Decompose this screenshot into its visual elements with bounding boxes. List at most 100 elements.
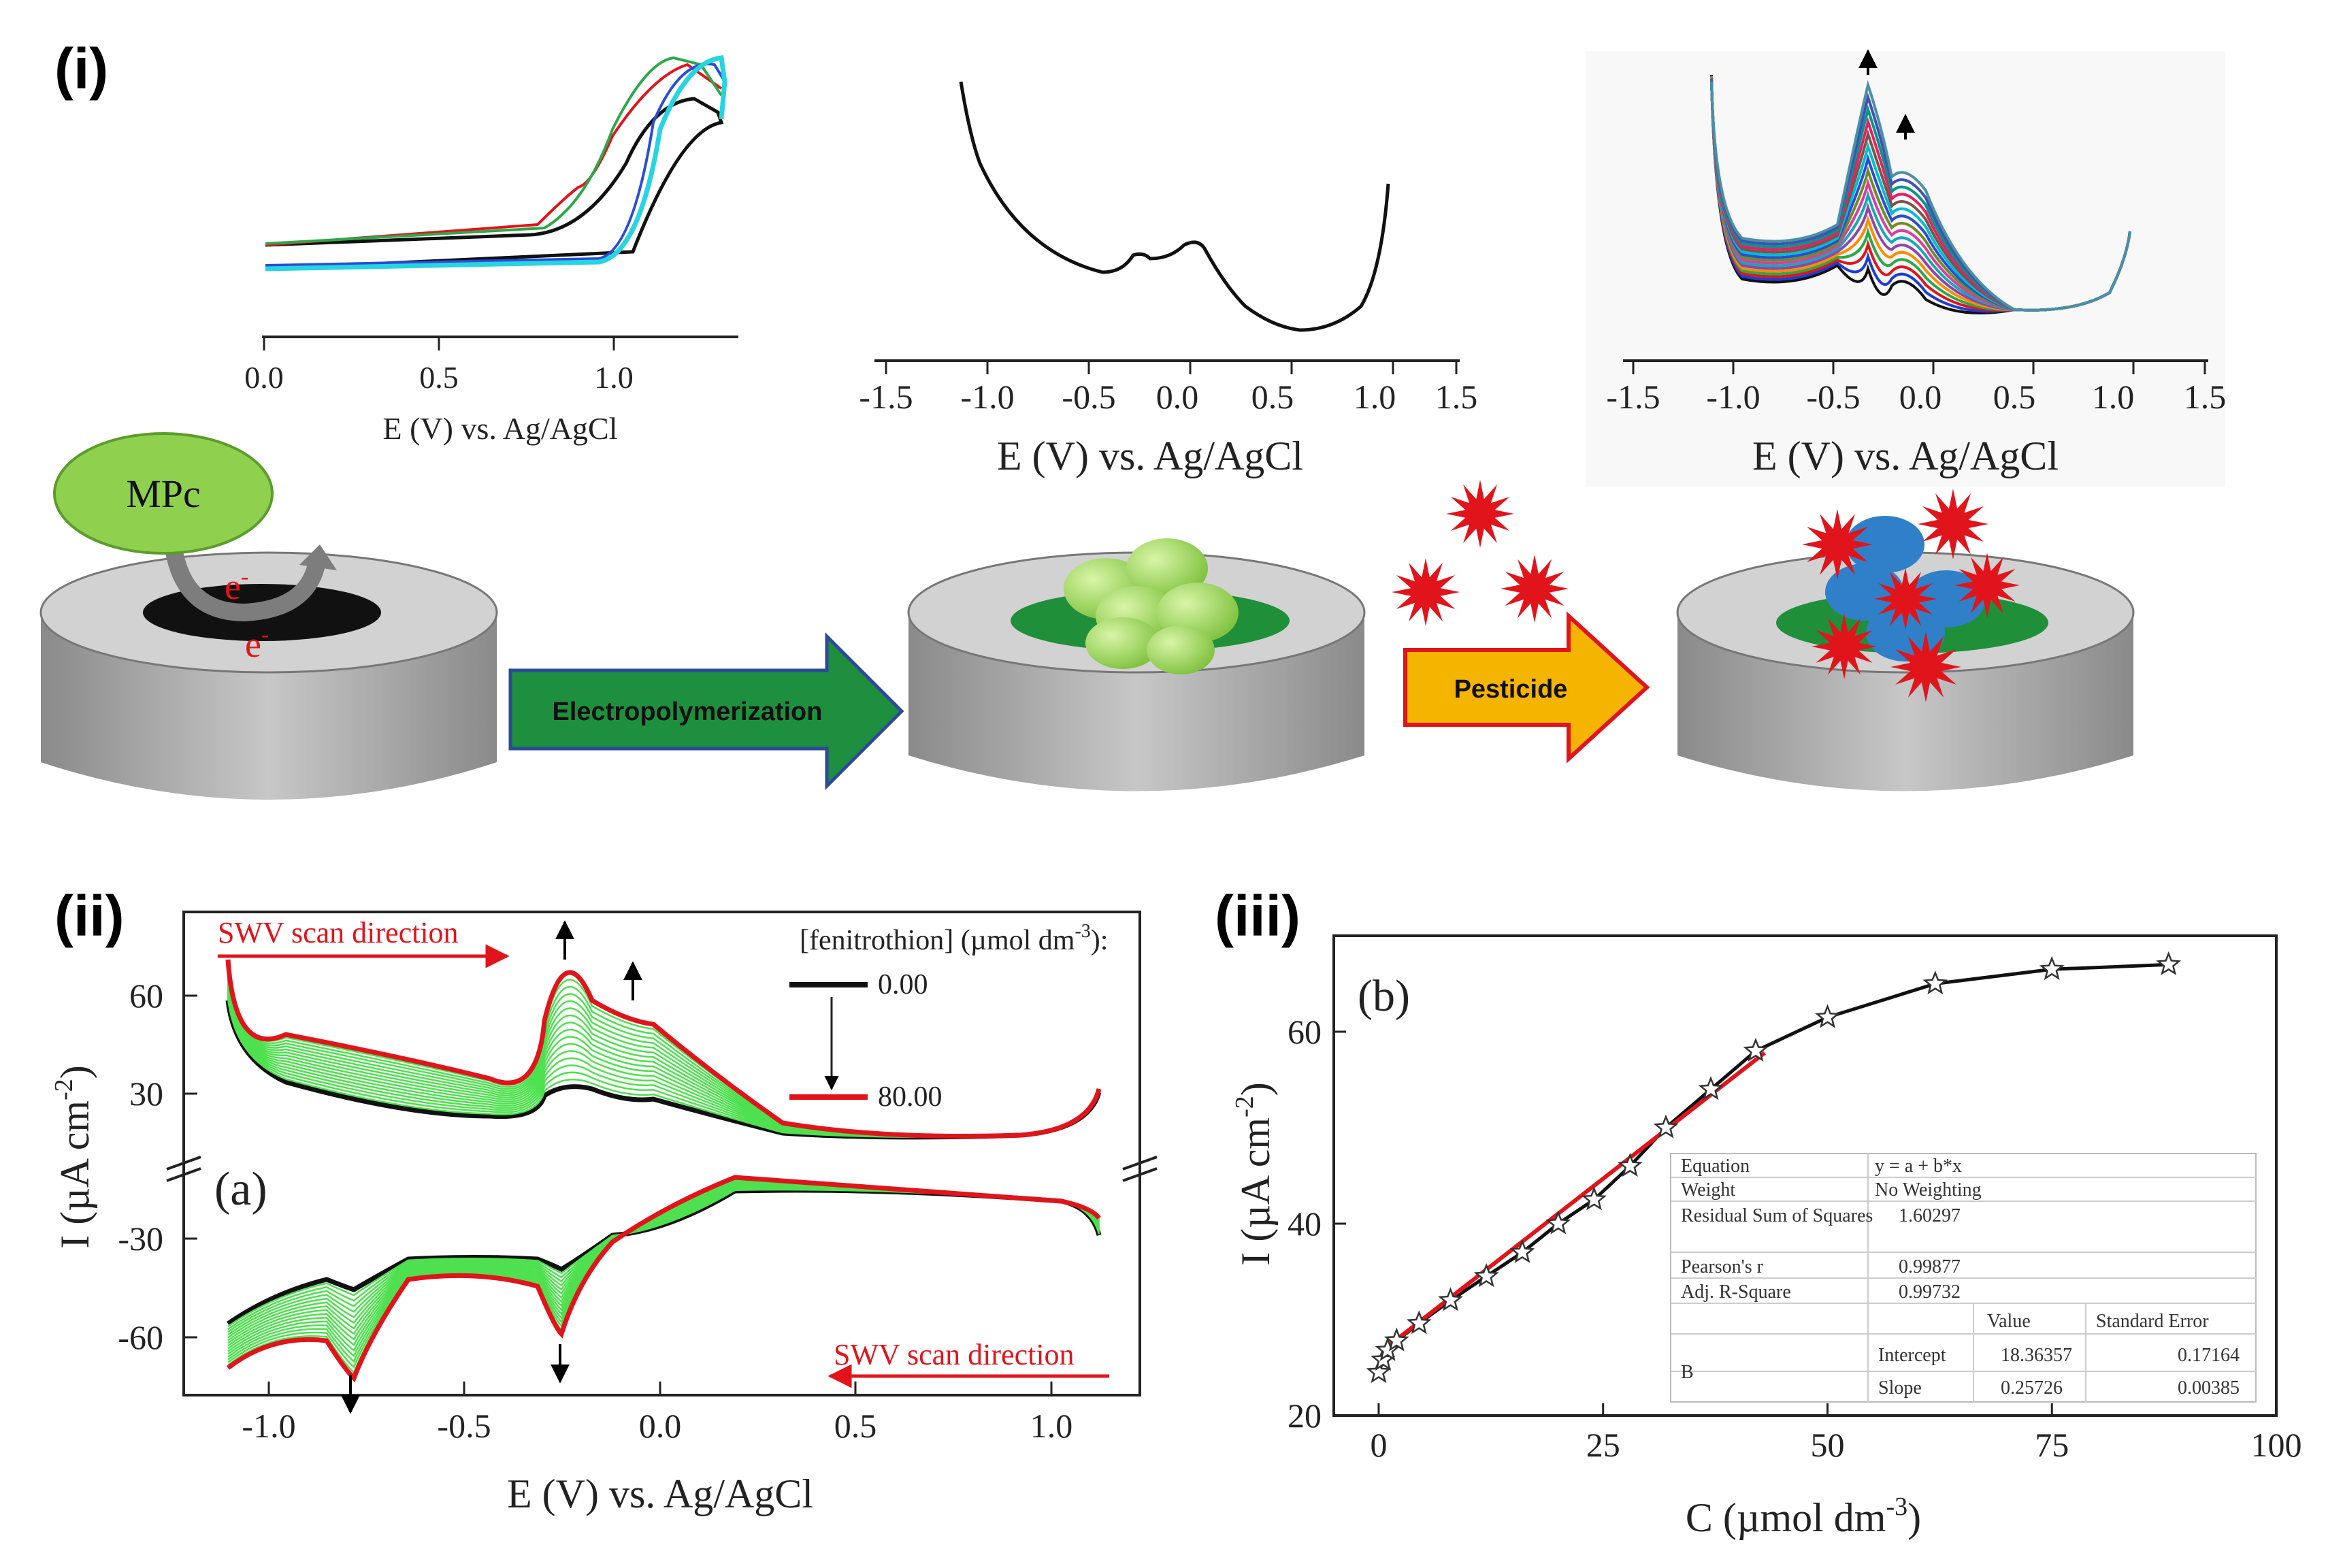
- chart3-tick-0: -1.5: [1606, 378, 1660, 416]
- a-forward-curve-11: [227, 972, 1100, 1138]
- bound-pesticide-1: [1918, 489, 1988, 559]
- a-xtick-3: 0.5: [834, 1407, 877, 1445]
- chart3-xlabel: E (V) vs. Ag/AgCl: [1752, 434, 2059, 478]
- a-curves: [225, 959, 1102, 1383]
- chart3-tick-4: 0.5: [1993, 378, 2036, 416]
- b-point-11: [1653, 1114, 1679, 1139]
- pesticide-arrow: Pesticide: [1403, 611, 1650, 764]
- b-ytick-2: 60: [1288, 1013, 1322, 1051]
- chart3-tick-6: 1.5: [2184, 378, 2227, 416]
- panel-label-iii: (iii): [1215, 884, 1300, 948]
- fit-intercept-value: 18.36357: [2001, 1345, 2072, 1366]
- b-point-12: [1698, 1076, 1724, 1100]
- a-reverse-curve-11: [227, 1180, 1100, 1355]
- panel-label-i: (i): [54, 37, 108, 101]
- panel-b-chart: (b) 0 25 50 75 100 20 40 60 C (µmol dm-3) I (µA…: [1230, 934, 2302, 1540]
- electron-2: e-: [245, 622, 269, 665]
- sensing-electrode: [1676, 489, 2135, 791]
- chart3-tick-3: 0.0: [1899, 378, 1942, 416]
- b-point-8: [1545, 1210, 1571, 1235]
- b-point-7: [1509, 1239, 1535, 1263]
- bound-pesticide-4: [1890, 632, 1961, 702]
- fit-row-3-key: Pearson's r: [1681, 1256, 1764, 1277]
- fit-intercept-label: Intercept: [1878, 1345, 1946, 1366]
- a-xlabel: E (V) vs. Ag/AgCl: [507, 1471, 813, 1516]
- a-reverse-curve-16: [226, 1175, 1101, 1383]
- b-xlabel: C (µmol dm-3): [1686, 1492, 1921, 1540]
- panel-label-ii: (ii): [54, 884, 125, 948]
- b-xtick-4: 100: [2251, 1426, 2302, 1464]
- fit-table: Equation y = a + b*x Weight No Weighting…: [1670, 1153, 2257, 1403]
- pesticide-molecule-0: [1446, 480, 1514, 548]
- a-ytick-2: -30: [118, 1220, 163, 1258]
- a-ytick-0: 60: [129, 977, 163, 1015]
- chart1-cv-cyan: [265, 55, 727, 272]
- chart3-tick-1: -1.0: [1706, 378, 1760, 416]
- chart2-curve: [959, 81, 1390, 332]
- b-point-6: [1473, 1263, 1499, 1288]
- a-legend-min: 0.00: [878, 969, 928, 1000]
- b-point-9: [1582, 1186, 1607, 1211]
- b-ticks: 0 25 50 75 100 20 40 60: [1288, 1013, 2302, 1464]
- b-series: [1366, 951, 2182, 1384]
- fit-slope-value: 0.25726: [2001, 1377, 2063, 1399]
- electrode-scheme: e- e- MPc Electropolymerization: [39, 432, 2135, 800]
- a-forward-curve-16: [225, 959, 1102, 1139]
- top-chart-2: -1.5 -1.0 -0.5 0.0 0.5 1.0 1.5 E (V) vs.…: [859, 81, 1478, 478]
- scan-direction-top: SWV scan direction: [218, 916, 459, 949]
- b-ylabel: I (µA cm-2): [1230, 1082, 1278, 1266]
- b-point-4: [1406, 1310, 1432, 1335]
- a-forward-curve-9: [227, 977, 1100, 1138]
- chart2-tick-0: -1.5: [859, 378, 913, 416]
- b-point-13: [1743, 1037, 1769, 1062]
- chart2-tick-4: 0.5: [1251, 378, 1294, 416]
- chart1-cv-red: [265, 63, 723, 246]
- a-xtick-1: -0.5: [437, 1407, 491, 1445]
- a-xtick-4: 1.0: [1030, 1407, 1073, 1445]
- panel-a-chart: 60 30 -30 -60 -1.0 -0.5 0.0 0.5 1.0 E (V…: [50, 911, 1158, 1516]
- b-point-17: [2156, 951, 2182, 975]
- b-xtick-1: 25: [1586, 1426, 1620, 1464]
- top-chart-1: 0.0 0.5 1.0 E (V) vs. Ag/AgCl: [244, 55, 738, 446]
- pesticide-molecules: [1392, 480, 1569, 626]
- chart2-tick-6: 1.5: [1435, 378, 1478, 416]
- fit-row-0-val: y = a + b*x: [1875, 1156, 1962, 1177]
- chart2-tick-3: 0.0: [1156, 378, 1199, 416]
- fit-row-4-key: Adj. R-Square: [1681, 1281, 1791, 1303]
- pesticide-molecule-1: [1392, 558, 1460, 626]
- fit-col-error: Standard Error: [2096, 1311, 2209, 1332]
- electropolymerization-label: Electropolymerization: [553, 698, 823, 726]
- b-point-3: [1383, 1327, 1409, 1352]
- b-xtick-0: 0: [1370, 1426, 1387, 1464]
- b-point-5: [1438, 1287, 1463, 1311]
- scan-direction-bottom: SWV scan direction: [834, 1338, 1075, 1371]
- b-point-15: [1922, 970, 1948, 995]
- a-legend-max: 80.00: [878, 1081, 943, 1113]
- fit-col-value: Value: [1987, 1311, 2031, 1332]
- a-tag: (a): [214, 1163, 267, 1215]
- fit-slope-error: 0.00385: [2178, 1377, 2240, 1399]
- mpc-label: MPc: [126, 472, 201, 516]
- b-point-14: [1815, 1004, 1840, 1028]
- fit-row-1-val: No Weighting: [1875, 1179, 1982, 1200]
- modified-electrode: [907, 538, 1366, 791]
- b-ytick-0: 20: [1288, 1396, 1322, 1435]
- chart1-xlabel: E (V) vs. Ag/AgCl: [383, 411, 618, 446]
- a-xtick-0: -1.0: [242, 1407, 295, 1445]
- b-xtick-3: 75: [2035, 1426, 2069, 1464]
- a-reverse-curve-13: [227, 1179, 1100, 1363]
- b-point-16: [2039, 956, 2065, 981]
- b-point-0: [1366, 1359, 1392, 1384]
- fit-param: B: [1681, 1362, 1694, 1383]
- bound-pesticide-5: [1874, 568, 1937, 630]
- chart2-tick-2: -0.5: [1062, 378, 1115, 416]
- chart1-tick-0: 0.0: [244, 360, 284, 395]
- a-ytick-1: 30: [129, 1075, 163, 1113]
- pesticide-label: Pesticide: [1454, 675, 1568, 704]
- chart1-tick-1: 0.5: [419, 360, 459, 395]
- bound-pesticide-3: [1812, 614, 1877, 679]
- top-chart-3: -1.5 -1.0 -0.5 0.0 0.5 1.0 1.5 E (V) vs.…: [1586, 49, 2227, 487]
- b-ytick-1: 40: [1288, 1205, 1322, 1243]
- polymer-cluster: [1064, 538, 1239, 674]
